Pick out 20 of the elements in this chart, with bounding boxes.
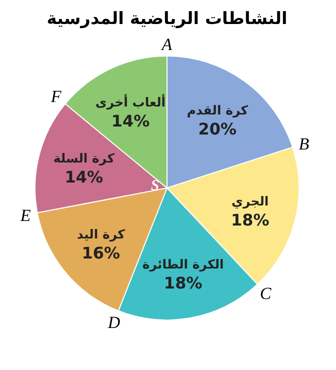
- text: S: [150, 178, 160, 194]
- data-label: 14%: [111, 111, 150, 130]
- slice-label: كرة القدم: [186, 102, 249, 119]
- slice-label: كرة اليد: [76, 226, 126, 243]
- data-label: 18%: [164, 273, 202, 292]
- data-label: 20%: [198, 120, 237, 139]
- text: C: [260, 284, 272, 303]
- text: E: [19, 206, 32, 225]
- slice-label: ألعاب أخرى: [95, 93, 166, 110]
- text: B: [298, 134, 310, 154]
- data-label: 14%: [64, 168, 104, 187]
- data-label: 18%: [230, 210, 270, 230]
- slice-label: الكرة الطائرة: [142, 256, 224, 272]
- text: F: [50, 87, 62, 106]
- text: D: [106, 312, 121, 332]
- slice-label: الجري: [231, 193, 269, 210]
- chart-title: النشاطات الرياضية المدرسية: [46, 9, 288, 29]
- data-label: 16%: [82, 244, 120, 263]
- slice-label: كرة السلة: [53, 150, 116, 167]
- text: A: [160, 35, 173, 54]
